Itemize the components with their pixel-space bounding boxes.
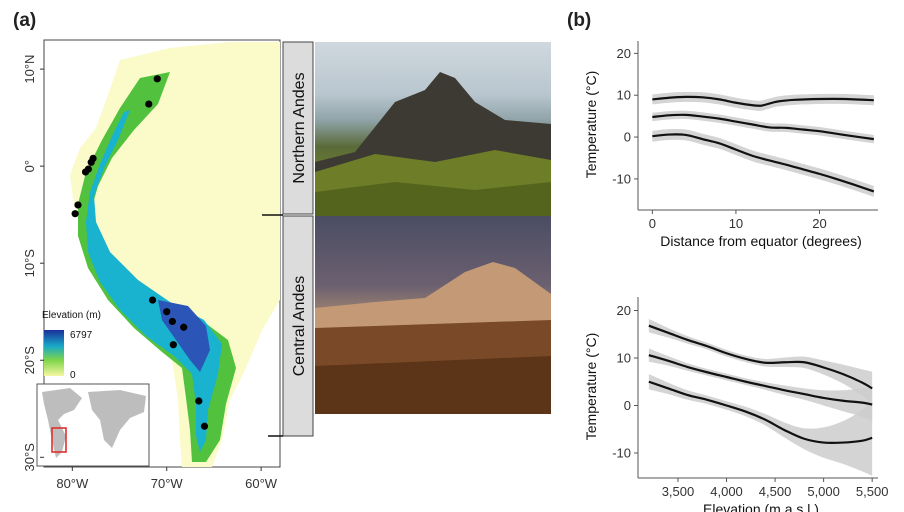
site-point	[71, 210, 79, 218]
central-andes-mountain	[315, 262, 551, 414]
lon-tick-label: 70°W	[151, 476, 184, 491]
legend-title: Elevation (m)	[42, 310, 101, 321]
inset-region-box	[51, 427, 67, 453]
region-label-northern: Northern Andes	[291, 72, 308, 183]
x-tick-label: 20	[812, 216, 826, 231]
x-tick-label: 4,000	[710, 484, 743, 499]
series-line-1	[652, 95, 874, 107]
legend-colorbar	[44, 330, 64, 376]
site-point	[145, 100, 153, 108]
latitude-ticks: 10°N 0° 10°S 20°S 30°S	[22, 55, 44, 472]
series-line-1	[648, 324, 873, 390]
x-tick-label: 5,000	[807, 484, 840, 499]
chart-distance-from-equator: -10 0 10 20 0 10 20 Distance from equator (degr…	[583, 41, 878, 249]
site-point	[169, 341, 177, 349]
confidence-band-3	[648, 374, 873, 476]
x-tick-label: 10	[729, 216, 743, 231]
y-tick-label: 10	[617, 88, 631, 103]
confidence-band-3	[652, 128, 874, 197]
chart-elevation: -10 0 10 20 3,500 4,000 4,500 5,000 5,500 Elevati…	[583, 297, 888, 512]
region-label-central: Central Andes	[291, 276, 308, 377]
site-point	[163, 308, 171, 316]
site-point	[87, 158, 95, 166]
site-point	[200, 422, 209, 430]
y-axis-title: Temperature (°C)	[583, 71, 599, 179]
y-tick-label: 10	[617, 351, 631, 366]
site-point	[153, 75, 161, 83]
northern-andes-photo	[315, 42, 551, 216]
lon-tick-label: 60°W	[245, 476, 278, 491]
series-line-2	[648, 354, 873, 406]
x-tick-label: 5,500	[856, 484, 889, 499]
region-bar-central	[282, 215, 314, 437]
site-point	[74, 201, 82, 209]
y-tick-label: -10	[612, 446, 631, 461]
x-axis-title: Distance from equator (degrees)	[660, 233, 862, 249]
x-tick-label: 3,500	[662, 484, 695, 499]
confidence-band-1	[652, 91, 874, 111]
lat-tick-label: 0°	[22, 160, 37, 172]
site-point	[195, 397, 203, 405]
x-tick-label: 4,500	[759, 484, 792, 499]
y-tick-label: -10	[612, 171, 631, 186]
lat-tick-label: 10°S	[22, 249, 37, 278]
temperature-charts: -10 0 10 20 0 10 20 Distance from equator (degr…	[583, 41, 888, 512]
lat-tick-label: 20°S	[22, 346, 37, 375]
series-line-2	[652, 113, 874, 141]
site-point	[180, 323, 188, 331]
panel-a-label: (a)	[13, 10, 37, 31]
site-point	[168, 317, 176, 326]
x-tick-label: 0	[649, 216, 656, 231]
site-point	[148, 296, 157, 304]
lat-tick-label: 10°N	[22, 55, 37, 84]
y-tick-label: 20	[617, 303, 631, 318]
elevation-map: Elevation (m) 6797 0 10°N0°10°S20°S30°S …	[22, 39, 314, 491]
y-tick-label: 20	[617, 46, 631, 61]
central-andes-photo	[315, 216, 551, 414]
lat-tick-label: 30°S	[22, 443, 37, 472]
inset-landmasses	[42, 388, 146, 458]
y-tick-label: 0	[624, 398, 631, 413]
legend-min: 0	[70, 370, 76, 381]
northern-andes-mountain	[315, 72, 551, 216]
legend-max: 6797	[70, 330, 93, 341]
panel-b-label: (b)	[567, 10, 592, 31]
x-axis-title: Elevation (m a.s.l.)	[703, 501, 819, 512]
series-line-3	[648, 380, 873, 445]
y-axis-title: Temperature (°C)	[583, 333, 599, 441]
altiplano-deep	[158, 300, 210, 372]
andes-range-high	[86, 110, 222, 452]
series-line-3	[652, 133, 875, 193]
site-point	[81, 168, 90, 176]
lon-tick-label: 80°W	[56, 476, 89, 491]
y-tick-label: 0	[624, 130, 631, 145]
region-bar-northern	[282, 41, 314, 215]
site-points	[71, 75, 209, 430]
longitude-ticks: 80°W 70°W 60°W	[56, 467, 278, 491]
